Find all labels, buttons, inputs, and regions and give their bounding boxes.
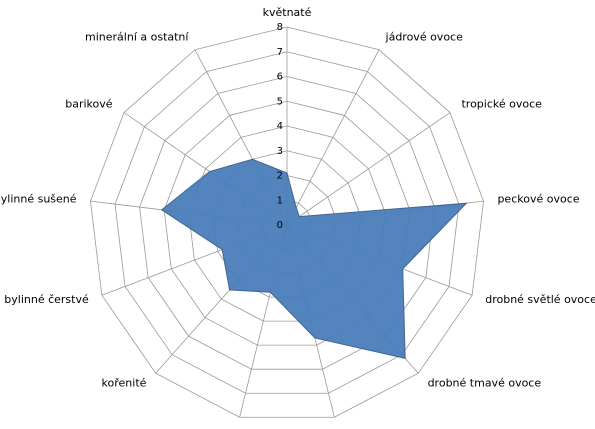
category-label: bylinné čerstvé: [4, 293, 89, 306]
category-label: tropické ovoce: [461, 98, 542, 111]
r-tick-label: 2: [277, 171, 283, 182]
r-tick-label: 0: [277, 220, 283, 231]
grid-ring: [114, 51, 460, 394]
category-label: peckové ovoce: [497, 192, 579, 205]
grid-ring: [163, 100, 411, 346]
category-label: kořenité: [102, 377, 147, 390]
category-label: květnaté: [263, 6, 312, 19]
r-tick-label: 4: [277, 121, 283, 132]
category-label: minerální a ostatní: [85, 30, 189, 43]
category-label: jádrové ovoce: [385, 30, 464, 43]
spoke: [286, 49, 380, 226]
r-tick-label: 5: [277, 96, 283, 107]
grid-ring: [188, 125, 386, 322]
r-tick-label: 3: [277, 146, 283, 157]
r-tick-label: 6: [277, 72, 283, 83]
r-tick-label: 8: [277, 22, 283, 33]
grid-ring: [90, 26, 484, 418]
category-label: drobné tmavé ovoce: [428, 377, 542, 390]
category-label: bylinné sušené: [0, 192, 77, 205]
grid-ring: [139, 76, 435, 370]
spoke: [286, 112, 451, 226]
category-label: barikové: [65, 98, 113, 111]
series-area: [160, 158, 468, 360]
r-tick-label: 7: [277, 47, 283, 58]
r-tick-label: 1: [277, 195, 283, 206]
category-label: drobné světlé ovoce: [485, 293, 595, 306]
